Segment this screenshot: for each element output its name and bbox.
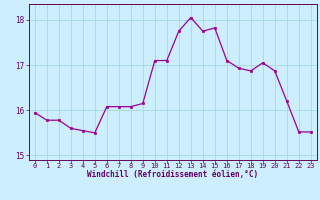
- X-axis label: Windchill (Refroidissement éolien,°C): Windchill (Refroidissement éolien,°C): [87, 170, 258, 179]
